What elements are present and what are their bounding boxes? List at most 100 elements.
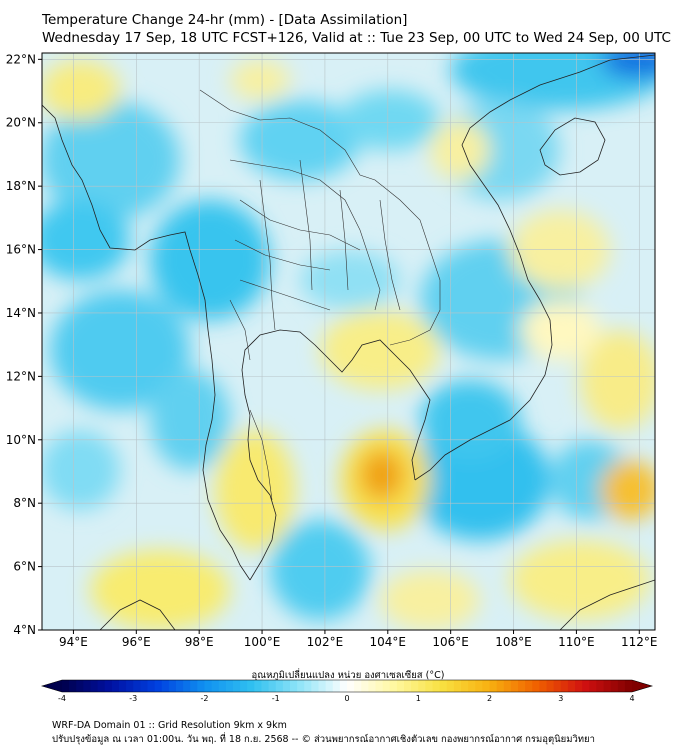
colorbar-tick-label: 4 — [629, 694, 634, 703]
lat-label: 18°N — [6, 179, 36, 193]
colorbar-segment — [319, 680, 327, 692]
colorbar-tick-label: 3 — [558, 694, 563, 703]
colorbar-segment — [625, 680, 633, 692]
colorbar-segment — [76, 680, 84, 692]
colorbar-segment — [376, 680, 384, 692]
lon-label: 112°E — [621, 635, 658, 649]
colorbar-segment — [518, 680, 526, 692]
colorbar-ticks: -4 -3 -2 -1 0 1 2 3 4 — [58, 694, 635, 703]
colorbar-segment — [468, 680, 476, 692]
colorbar-segment — [404, 680, 412, 692]
lat-label: 10°N — [6, 433, 36, 447]
colorbar-segment — [119, 680, 127, 692]
colorbar-segment — [140, 680, 148, 692]
lon-label: 106°E — [432, 635, 469, 649]
lon-label: 94°E — [59, 635, 88, 649]
colorbar-segment — [169, 680, 177, 692]
colorbar-segment — [326, 680, 334, 692]
colorbar-segment — [162, 680, 170, 692]
colorbar-segment — [589, 680, 597, 692]
lon-label: 108°E — [495, 635, 532, 649]
colorbar-tick-label: -2 — [201, 694, 209, 703]
colorbar-tick-label: -4 — [58, 694, 66, 703]
colorbar-segment — [461, 680, 469, 692]
footer-credit: ปรับปรุงข้อมูล ณ เวลา 01:00น. วัน พฤ. ที… — [52, 734, 595, 746]
colorbar-segment — [98, 680, 106, 692]
colorbar-segment — [290, 680, 298, 692]
colorbar-segment — [547, 680, 555, 692]
colorbar-segment — [62, 680, 70, 692]
colorbar-segment — [233, 680, 241, 692]
longitude-axis: 94°E 96°E 98°E 100°E 102°E 104°E 106°E 108°E 110… — [59, 630, 658, 649]
colorbar-segment — [440, 680, 448, 692]
colorbar-segment — [112, 680, 120, 692]
colorbar-segment — [561, 680, 569, 692]
colorbar-segment — [554, 680, 562, 692]
colorbar-segment — [596, 680, 604, 692]
colorbar-segment — [126, 680, 134, 692]
colorbar-segment — [539, 680, 547, 692]
colorbar-segment — [155, 680, 163, 692]
colorbar-segment — [575, 680, 583, 692]
colorbar-tick-label: 0 — [344, 694, 349, 703]
colorbar-segment — [176, 680, 184, 692]
colorbar-segment — [133, 680, 141, 692]
colorbar-segment — [340, 680, 348, 692]
colorbar-segment — [604, 680, 612, 692]
lat-label: 12°N — [6, 369, 36, 383]
lat-label: 20°N — [6, 116, 36, 130]
colorbar-segment — [611, 680, 619, 692]
lon-label: 102°E — [307, 635, 344, 649]
colorbar-segment — [568, 680, 576, 692]
colorbar-segment — [91, 680, 99, 692]
colorbar-segment — [418, 680, 426, 692]
colorbar-segment — [269, 680, 277, 692]
colorbar-segment — [354, 680, 362, 692]
colorbar-tick-label: 1 — [416, 694, 421, 703]
map-plot-area — [30, 30, 676, 630]
colorbar-segment — [618, 680, 626, 692]
colorbar-segment — [490, 680, 498, 692]
colorbar-segment — [240, 680, 248, 692]
colorbar-segment — [582, 680, 590, 692]
colorbar-segment — [383, 680, 391, 692]
colorbar-segment — [254, 680, 262, 692]
lon-label: 104°E — [370, 635, 407, 649]
colorbar-segment — [148, 680, 156, 692]
lon-label: 100°E — [244, 635, 281, 649]
colorbar-segment — [183, 680, 191, 692]
colorbar-segment — [433, 680, 441, 692]
colorbar-segment — [311, 680, 319, 692]
colorbar-segments — [42, 680, 652, 692]
colorbar-segment — [425, 680, 433, 692]
lat-label: 8°N — [13, 496, 36, 510]
colorbar-segment — [205, 680, 213, 692]
lat-label: 4°N — [13, 623, 36, 637]
colorbar-tick-label: -1 — [272, 694, 280, 703]
colorbar-max-extend — [632, 680, 652, 692]
colorbar-segment — [475, 680, 483, 692]
lat-label: 6°N — [13, 560, 36, 574]
lat-label: 14°N — [6, 306, 36, 320]
colorbar-segment — [447, 680, 455, 692]
colorbar-min-extend — [42, 680, 62, 692]
colorbar-segment — [262, 680, 270, 692]
colorbar-segment — [276, 680, 284, 692]
colorbar-segment — [297, 680, 305, 692]
colorbar-segment — [482, 680, 490, 692]
colorbar-segment — [283, 680, 291, 692]
colorbar: อุณหภูมิเปลี่ยนแปลง หน่วย องศาเซลเซียส (… — [42, 668, 652, 703]
colorbar-segment — [83, 680, 91, 692]
footer-domain-info: WRF-DA Domain 01 :: Grid Resolution 9km … — [52, 720, 287, 732]
lat-label: 22°N — [6, 52, 36, 66]
colorbar-segment — [347, 680, 355, 692]
colorbar-segment — [190, 680, 198, 692]
colorbar-segment — [497, 680, 505, 692]
colorbar-title: อุณหภูมิเปลี่ยนแปลง หน่วย องศาเซลเซียส (… — [252, 668, 445, 681]
colorbar-segment — [361, 680, 369, 692]
colorbar-segment — [368, 680, 376, 692]
latitude-axis: 22°N 20°N 18°N 16°N 14°N 12°N 10°N 8°N 6°N 4°N — [6, 52, 42, 637]
colorbar-segment — [197, 680, 205, 692]
colorbar-segment — [219, 680, 227, 692]
